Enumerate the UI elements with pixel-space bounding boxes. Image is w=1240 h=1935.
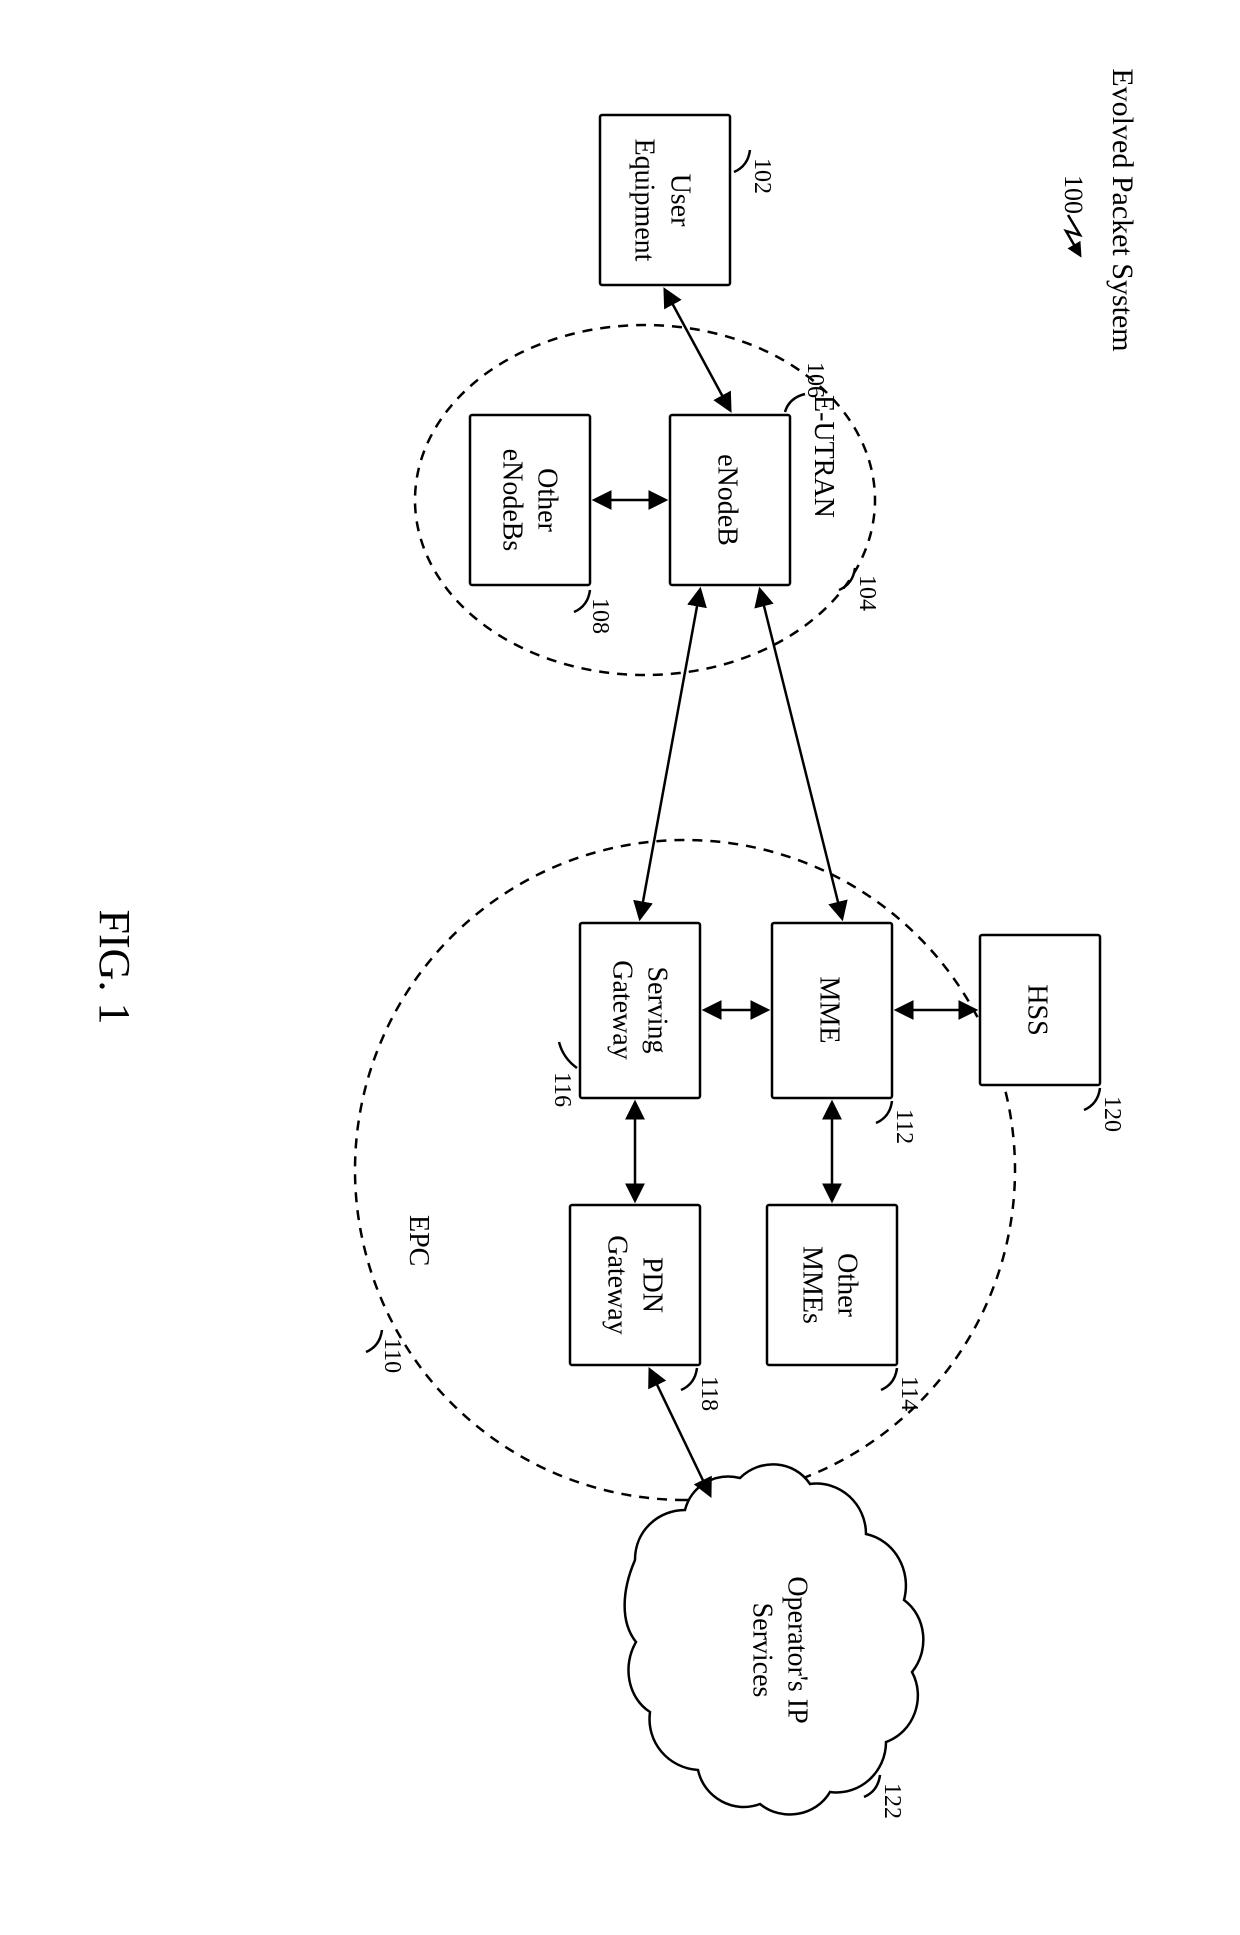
svg-text:Gateway: Gateway <box>607 960 638 1060</box>
svg-text:Services: Services <box>747 1603 778 1698</box>
svg-text:Serving: Serving <box>642 966 673 1053</box>
svg-text:120: 120 <box>1099 1096 1125 1132</box>
epc-ref: 110 <box>379 1338 405 1373</box>
svg-text:116: 116 <box>549 1072 575 1107</box>
svg-text:122: 122 <box>879 1783 905 1819</box>
eutran-label: E-UTRAN <box>808 395 839 518</box>
title-ref-arrow <box>1066 215 1080 255</box>
node-hss: HSS 120 <box>980 935 1125 1132</box>
eps-diagram: Evolved Packet System 100 FIG. 1 E-UTRAN… <box>0 0 1240 1935</box>
eutran-ref: 104 <box>854 575 880 611</box>
svg-text:PDN: PDN <box>637 1257 668 1313</box>
node-user-equipment: User Equipment 102 <box>600 115 775 285</box>
svg-text:108: 108 <box>587 598 613 634</box>
svg-text:Other: Other <box>532 468 563 532</box>
node-operator-ip-cloud: Operator's IP Services 122 <box>625 1464 924 1819</box>
node-other-enodebs: Other eNodeBs 108 <box>470 415 613 634</box>
eutran-ref-leader <box>839 568 855 590</box>
epc-label: EPC <box>403 1215 434 1266</box>
diagram-title-ref: 100 <box>1059 175 1088 214</box>
svg-text:User: User <box>665 174 696 228</box>
svg-text:Operator's IP: Operator's IP <box>782 1576 813 1723</box>
node-other-mmes: Other MMEs 114 <box>767 1205 922 1411</box>
node-pdn-gateway: PDN Gateway 118 <box>570 1205 722 1411</box>
svg-text:Other: Other <box>832 1253 863 1317</box>
svg-text:eNodeB: eNodeB <box>712 454 743 546</box>
link-enodeb-mme <box>760 590 842 918</box>
svg-text:114: 114 <box>896 1376 922 1411</box>
svg-text:eNodeBs: eNodeBs <box>497 449 528 552</box>
svg-text:118: 118 <box>696 1376 722 1411</box>
node-enodeb: eNodeB 106 <box>670 362 828 585</box>
svg-text:112: 112 <box>891 1109 917 1144</box>
svg-text:Equipment: Equipment <box>629 139 660 262</box>
svg-text:106: 106 <box>802 362 828 398</box>
link-enodeb-sgw <box>640 590 700 918</box>
figure-caption: FIG. 1 <box>90 910 139 1025</box>
node-mme: MME 112 <box>772 923 917 1144</box>
svg-text:MME: MME <box>814 977 845 1044</box>
diagram-title: Evolved Packet System <box>1106 68 1139 351</box>
svg-text:102: 102 <box>749 158 775 194</box>
svg-text:MMEs: MMEs <box>797 1246 828 1324</box>
svg-text:HSS: HSS <box>1022 984 1053 1035</box>
svg-text:Gateway: Gateway <box>602 1235 633 1335</box>
node-serving-gateway: Serving Gateway 116 <box>549 923 700 1107</box>
link-ue-enodeb <box>665 290 730 410</box>
